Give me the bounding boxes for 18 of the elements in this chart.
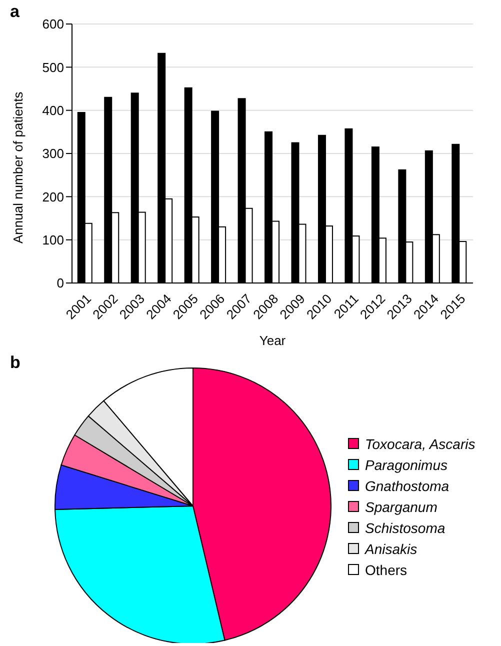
legend-label: Schistosoma	[365, 520, 446, 536]
y-tick-label: 100	[42, 232, 64, 248]
legend-label: Others	[365, 562, 408, 578]
legend-label: Gnathostoma	[365, 478, 450, 494]
y-tick-label: 0	[56, 276, 64, 291]
legend-label: Sparganum	[365, 498, 438, 514]
legend-label: Paragonimus	[365, 456, 448, 472]
chart-title: b	[10, 353, 20, 373]
x-axis-title: Year	[259, 333, 286, 348]
legend-label: Toxocara, Ascaris	[365, 436, 476, 452]
legend-label: Anisakis	[365, 540, 418, 556]
y-tick-label: 300	[42, 146, 64, 162]
y-axis-title: Annual number of patients	[10, 91, 26, 244]
y-tick-label: 400	[42, 102, 64, 118]
y-tick-label: 600	[42, 16, 64, 32]
y-tick-label: 200	[42, 189, 64, 204]
chart-title: a	[10, 2, 20, 22]
y-tick-label: 500	[42, 60, 64, 75]
